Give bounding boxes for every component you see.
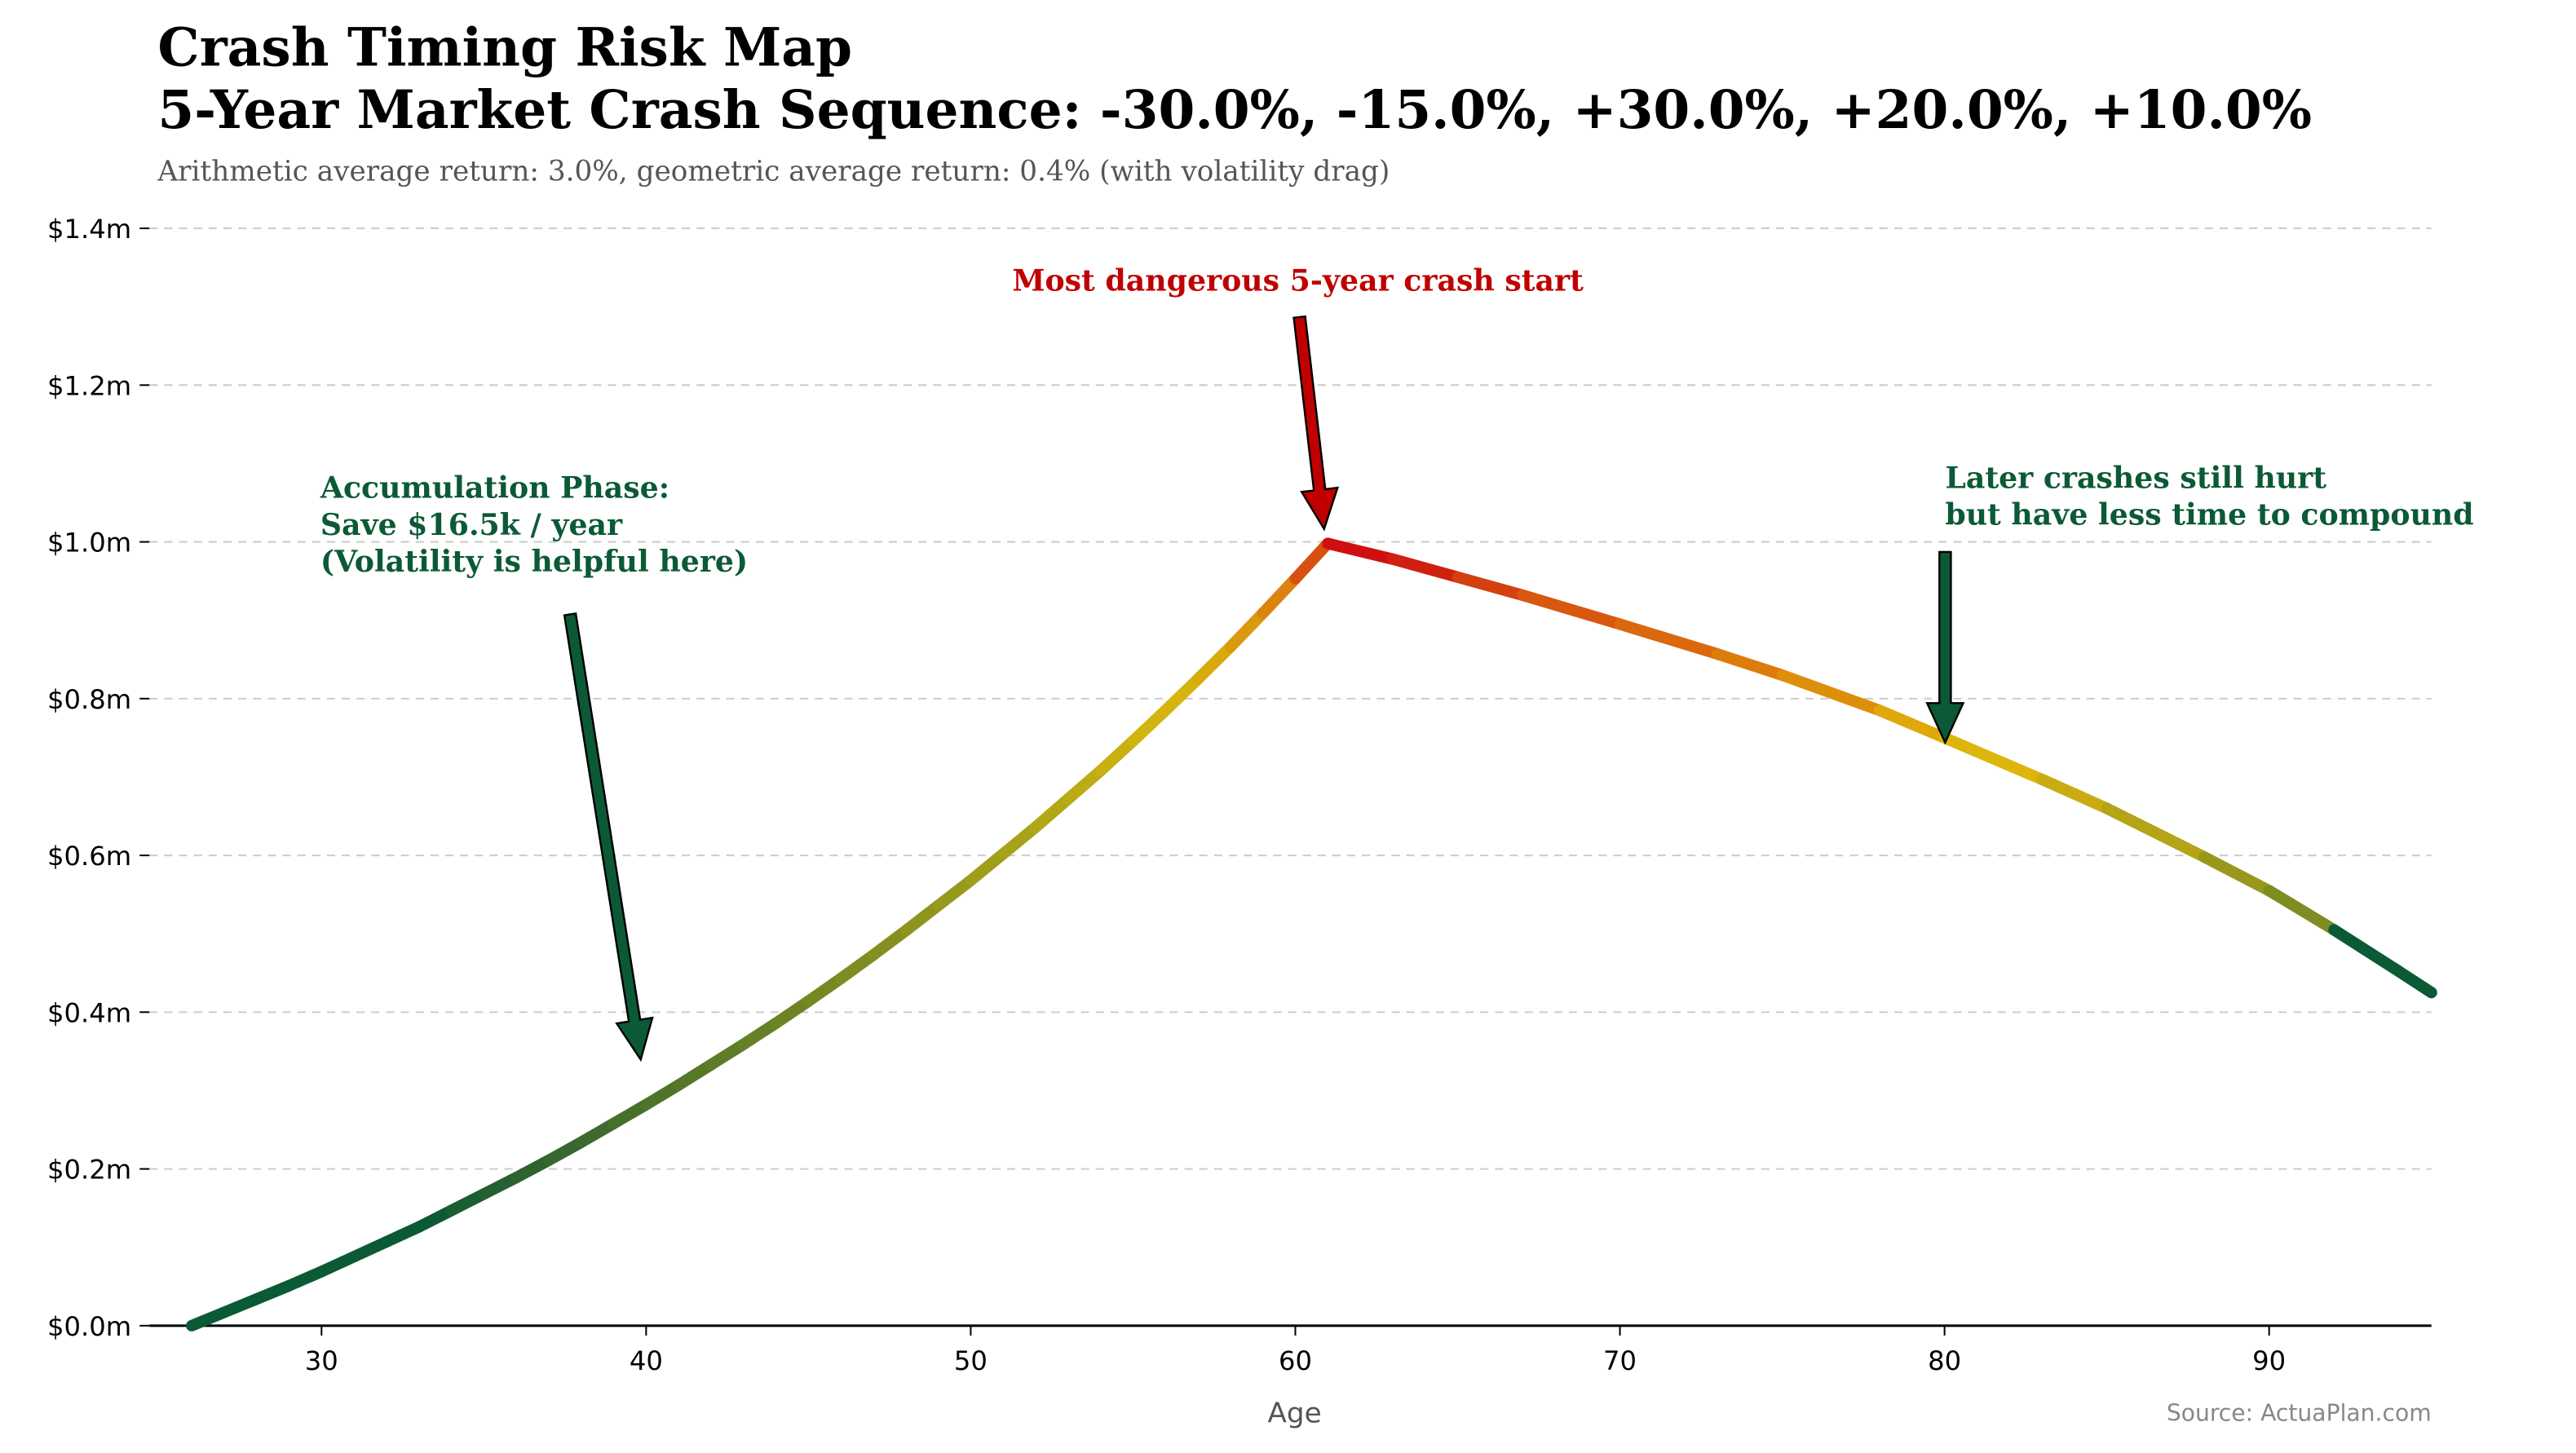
line-segment — [2035, 773, 2113, 815]
x-tick-label: 30 — [305, 1345, 338, 1376]
source-note: Source: ActuaPlan.com — [2167, 1400, 2432, 1427]
line-segment — [413, 1204, 457, 1233]
line-segment — [608, 1098, 652, 1129]
line-segment — [316, 1251, 360, 1278]
line-segment — [673, 1058, 718, 1091]
line-segment — [867, 925, 912, 961]
y-tick-label: $1.2m — [47, 370, 131, 401]
y-tick-label: $0.8m — [47, 684, 131, 715]
line-segment — [510, 1154, 555, 1184]
annotation-text: Later crashes still hurt — [1945, 460, 2326, 495]
line-segment — [1224, 607, 1269, 653]
annotation-text: (Volatility is helpful here) — [320, 544, 748, 579]
annotation-arrow — [1925, 550, 1965, 745]
line-segment — [1322, 537, 1398, 565]
line-segment — [1160, 673, 1204, 717]
line-segment — [1517, 589, 1626, 630]
x-tick-label: 70 — [1603, 1345, 1637, 1376]
annotation-arrow — [1292, 315, 1339, 532]
line-segment — [899, 899, 944, 937]
line-segment — [1289, 537, 1334, 585]
line-segment — [705, 1038, 749, 1071]
y-tick-label: $0.2m — [47, 1155, 131, 1186]
line-segment — [575, 1117, 620, 1148]
line-segment — [1192, 641, 1236, 685]
line-segment — [1776, 669, 1886, 717]
annotation-text: but have less time to compound — [1945, 497, 2473, 532]
line-segment — [186, 1306, 230, 1332]
line-segment — [1094, 735, 1139, 777]
line-segment — [770, 995, 815, 1029]
line-segment — [1029, 793, 1074, 833]
line-segment — [478, 1172, 523, 1200]
annotation-text: Most dangerous 5-year crash start — [1012, 263, 1584, 298]
chart-subtitle: 5-Year Market Crash Sequence: -30.0%, -1… — [157, 79, 2312, 141]
annotation-text: Save $16.5k / year — [320, 507, 623, 542]
line-segment — [1062, 765, 1107, 805]
y-tick-label: $1.0m — [47, 528, 131, 559]
y-tick-label: $0.0m — [47, 1311, 131, 1342]
line-segment — [835, 949, 880, 985]
line-segment — [737, 1017, 782, 1050]
annotation-arrow — [563, 612, 654, 1062]
x-tick-label: 80 — [1928, 1345, 1961, 1376]
line-segment — [348, 1235, 392, 1263]
line-segment — [1257, 572, 1301, 620]
y-tick-label: $0.4m — [47, 997, 131, 1028]
line-segment — [542, 1136, 587, 1167]
line-segment — [1386, 553, 1464, 583]
x-tick-label: 40 — [630, 1345, 663, 1376]
line-segment — [445, 1188, 490, 1217]
line-segment — [218, 1293, 263, 1318]
line-segment — [380, 1221, 425, 1248]
line-segment — [2328, 924, 2405, 978]
line-segment — [640, 1079, 685, 1111]
line-segment — [2393, 965, 2437, 999]
chart-description: Arithmetic average return: 3.0%, geometr… — [157, 156, 1390, 188]
line-segment — [2101, 802, 2211, 863]
line-segment — [997, 821, 1042, 860]
line-segment — [1938, 731, 2048, 785]
line-segment — [1127, 704, 1172, 747]
line-segment — [250, 1279, 295, 1305]
chart-title: Crash Timing Risk Map — [157, 17, 852, 79]
annotation-text: Accumulation Phase: — [320, 470, 669, 505]
line-segment — [1711, 647, 1788, 682]
line-segment — [965, 848, 1010, 886]
line-segment — [1451, 571, 1529, 601]
line-segment — [283, 1265, 328, 1292]
x-tick-label: 60 — [1279, 1345, 1312, 1376]
line-segment — [1614, 618, 1724, 660]
y-tick-label: $1.4m — [47, 214, 131, 245]
x-tick-label: 90 — [2252, 1345, 2286, 1376]
x-tick-label: 50 — [954, 1345, 988, 1376]
line-segment — [1873, 704, 1951, 744]
x-axis-label: Age — [1267, 1398, 1321, 1430]
line-segment — [802, 972, 847, 1007]
line-segment — [932, 874, 977, 912]
line-segment — [2198, 850, 2275, 897]
line-segment — [2263, 885, 2340, 936]
y-tick-label: $0.6m — [47, 841, 131, 872]
